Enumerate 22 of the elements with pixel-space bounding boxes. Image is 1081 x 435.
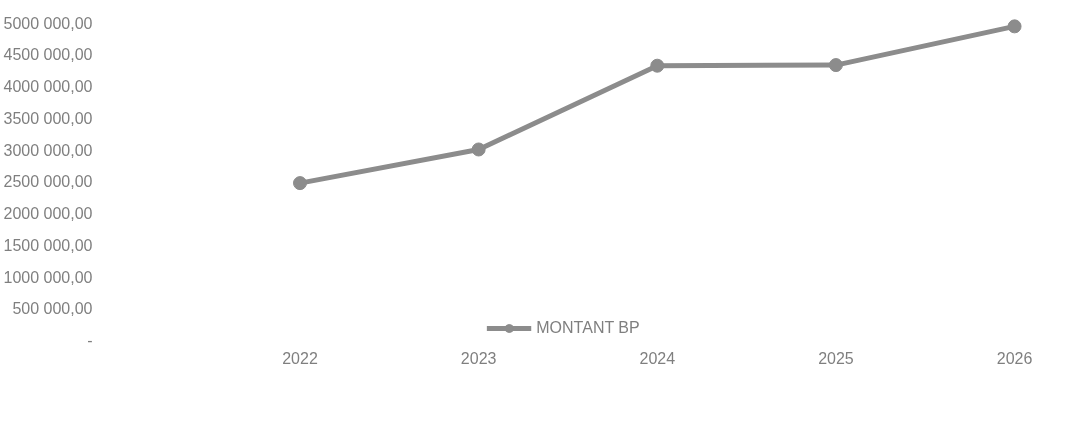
point [650,58,665,73]
x-tick-label: 2024 [639,349,676,367]
x-tick-label: 2025 [818,349,854,367]
y-tick-label: 3000 000,00 [3,141,93,159]
x-tick-label: 2023 [460,349,497,367]
x-tick-label: 2022 [282,349,318,367]
legend-label: MONTANT BP [536,319,640,337]
y-tick-label: 4000 000,00 [3,78,93,96]
y-tick-label: 4500 000,00 [3,46,93,64]
point [293,176,307,191]
point [1007,19,1022,34]
point [828,58,843,73]
x-tick-label: 2026 [996,349,1033,367]
y-tick-label: 2000 000,00 [3,205,93,223]
y-tick-label: 5000 000,00 [3,14,93,32]
y-tick-label: 2500 000,00 [3,173,93,191]
y-tick-label: - [87,332,93,349]
point [471,142,486,157]
y-tick-label: 3500 000,00 [3,109,93,127]
y-tick-label: 1000 000,00 [3,268,93,286]
y-tick-label: 500 000,00 [12,300,93,318]
y-tick-label: 1500 000,00 [3,236,93,254]
